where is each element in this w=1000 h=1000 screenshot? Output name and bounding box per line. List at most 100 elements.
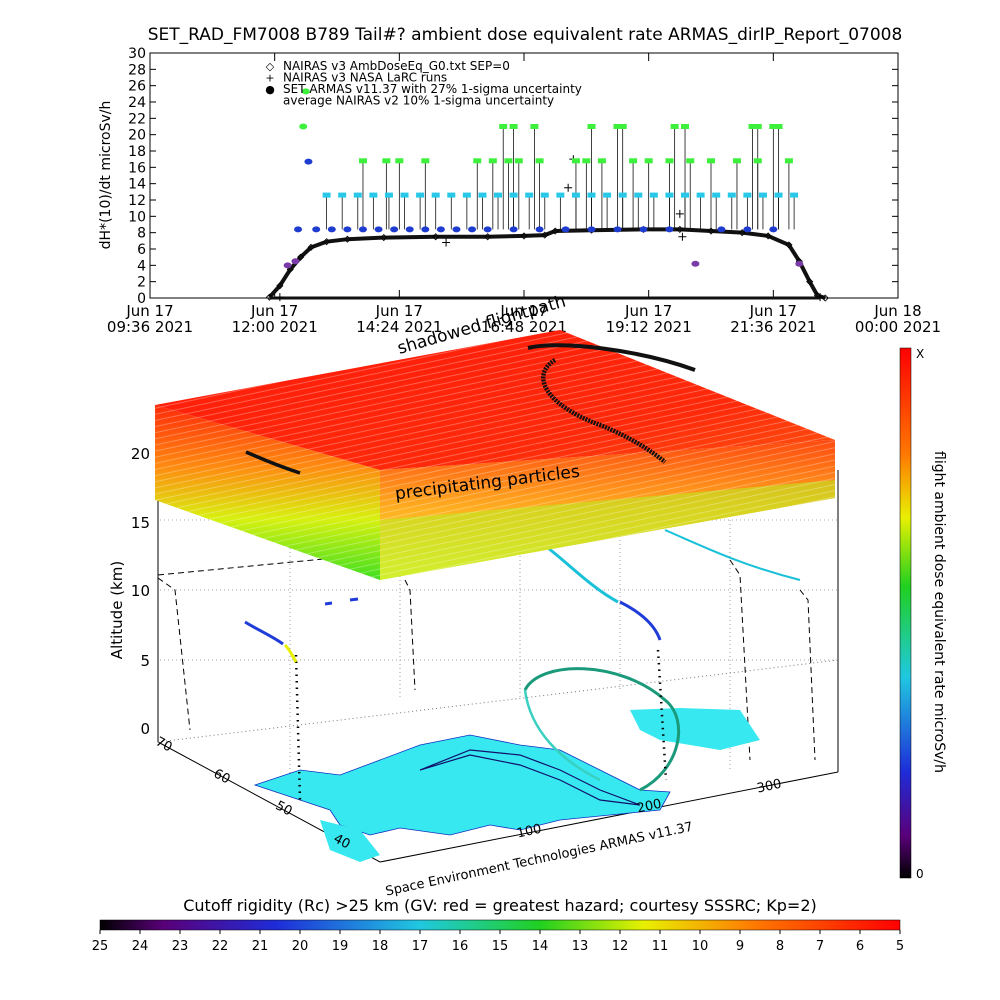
armas-level-point: [618, 124, 627, 129]
cutoff-tick-label: 17: [412, 939, 429, 954]
armas-point: [390, 226, 399, 233]
armas-level-point: [416, 192, 425, 198]
armas-point: [436, 226, 445, 233]
y-tick-label: 10: [128, 209, 146, 225]
longitude-tick-label: 100: [516, 822, 543, 842]
latitude-ticks: 70 60 50 40: [153, 734, 353, 852]
armas-level-point: [571, 192, 580, 198]
latitude-tick-label: 40: [331, 831, 353, 852]
dose-colorbar-title: flight ambient dose equivalent rate micr…: [931, 451, 947, 773]
armas-level-point: [369, 192, 378, 198]
y-tick-label: 24: [128, 95, 146, 111]
legend-label: average NAIRAS v2 10% 1-sigma uncertaint…: [283, 94, 554, 108]
armas-level-point: [421, 158, 430, 164]
europe-outline: [419, 749, 641, 806]
cutoff-tick-label: 14: [532, 939, 549, 954]
altitude-tick-label: 5: [140, 652, 150, 670]
x-tick-label-time: 14:24 2021: [356, 318, 442, 336]
armas-point: [304, 158, 313, 165]
nairas-v3-point: [432, 233, 440, 241]
armas-level-point: [696, 192, 705, 198]
x-tick-label-date: Jun 17: [749, 302, 797, 320]
armas-level-point: [582, 158, 591, 164]
armas-point: [717, 226, 726, 233]
nairas-v3-point: [738, 229, 746, 237]
y-tick-label: 4: [137, 258, 146, 274]
dose-colorbar-top-label: X: [916, 347, 924, 361]
y-tick-label: 0: [137, 291, 146, 307]
y-axis-label: dH*(10)/dt microSv/h: [98, 101, 114, 250]
cutoff-rigidity-title: Cutoff rigidity (Rc) >25 km (GV: red = g…: [183, 896, 817, 915]
armas-level-point: [322, 192, 331, 198]
armas-level-point: [587, 192, 596, 198]
armas-point: [795, 260, 804, 267]
armas-level-point: [494, 192, 503, 198]
continent-shape-3: [630, 708, 760, 750]
armas-level-point: [649, 192, 658, 198]
armas-level-point: [613, 124, 622, 129]
nairas-v3-point: [676, 225, 684, 233]
armas-level-point: [504, 158, 513, 164]
nairas-v3-point: [484, 233, 492, 241]
armas-level-point: [634, 192, 643, 198]
x-tick-label-time: 12:00 2021: [232, 318, 318, 336]
altitude-ticks: 0 5 10 15 20: [131, 445, 150, 738]
altitude-tick-label: 20: [131, 445, 150, 463]
longitude-tick-label: 200: [636, 797, 663, 817]
armas-point: [769, 226, 778, 233]
cutoff-tick-label: 18: [372, 939, 389, 954]
armas-level-point: [462, 192, 471, 198]
armas-level-point: [784, 158, 793, 164]
nairas-v3-point: [806, 278, 814, 286]
nairas-v3-point: [551, 227, 559, 235]
nairas-v3-point: [276, 282, 284, 290]
armas-point: [452, 226, 461, 233]
armas-level-point: [732, 158, 741, 164]
cutoff-tick-label: 24: [132, 939, 149, 954]
larc-point: [816, 293, 825, 302]
armas-point: [535, 226, 544, 233]
armas-level-point: [353, 192, 362, 198]
cutoff-tick-label: 19: [332, 939, 349, 954]
y-tick-label: 12: [128, 193, 146, 209]
armas-level-point: [707, 158, 715, 164]
x-tick-label-date: Jun 17: [375, 302, 423, 320]
y-tick-label: 16: [128, 160, 146, 176]
armas-point: [743, 226, 752, 233]
vertical-drop-lines: [294, 649, 668, 801]
legend: ◇ NAIRAS v3 AmbDoseEq_G0.txt SEP=0 + NAIRAS…: [265, 59, 582, 108]
y-tick-label: 2: [137, 275, 146, 291]
x-tick-label-time: 19:12 2021: [606, 318, 692, 336]
y-tick-label: 28: [128, 62, 146, 78]
larc-point: [275, 293, 284, 302]
x-tick-label-date: Jun 17: [499, 302, 547, 320]
nairas-v3-point: [265, 293, 274, 301]
cutoff-tick-label: 11: [652, 939, 669, 954]
armas-level-point: [681, 124, 690, 129]
cutoff-tick-label: 13: [572, 939, 589, 954]
armas-point: [327, 226, 336, 233]
x-tick-label-time: 09:36 2021: [107, 318, 193, 336]
x-tick-label-date: Jun 18: [873, 302, 921, 320]
y-tick-label: 20: [128, 128, 146, 144]
cutoff-tick-label: 23: [172, 939, 189, 954]
armas-level-point: [431, 192, 440, 198]
legend-symbol: +: [265, 72, 274, 85]
armas-level-point: [597, 158, 606, 164]
armas-level-point: [681, 192, 690, 198]
armas-point: [358, 226, 367, 233]
armas-level-point: [753, 124, 762, 129]
armas-level-point: [587, 124, 596, 129]
armas-level-point: [473, 158, 482, 164]
armas-point: [639, 226, 648, 233]
armas-point: [294, 226, 303, 233]
armas-level-point: [727, 192, 736, 198]
longitude-tick-label: 300: [756, 777, 783, 797]
armas-level-point: [530, 124, 539, 129]
nairas-v3-point: [541, 231, 549, 239]
y-tick-label: 14: [128, 177, 146, 193]
cutoff-tick-label: 12: [612, 939, 629, 954]
armas-point: [301, 88, 310, 95]
cutoff-tick-label: 21: [252, 939, 269, 954]
